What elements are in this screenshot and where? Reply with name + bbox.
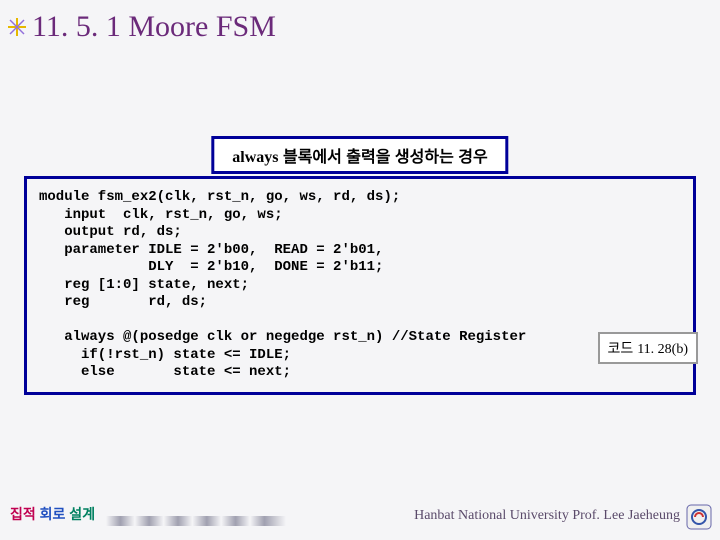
footer-seg-3: 설계: [65, 506, 95, 522]
heading-text: 11. 5. 1 Moore FSM: [32, 10, 276, 44]
footer-left-title: 집적 회로 설계: [10, 504, 95, 524]
footer-right-text: Hanbat National University Prof. Lee Jae…: [414, 508, 680, 524]
caption-keyword: always: [232, 149, 278, 166]
slide-heading: 11. 5. 1 Moore FSM: [8, 10, 276, 44]
badge-number: 11. 28(b): [637, 342, 688, 357]
university-logo-icon: [686, 504, 712, 530]
footer-gradient-bar: [106, 516, 286, 526]
footer-seg-1: 집적: [10, 506, 36, 522]
code-block: module fsm_ex2(clk, rst_n, go, ws, rd, d…: [24, 176, 696, 395]
footer-seg-2: 회로: [36, 506, 66, 522]
code-reference-badge: 코드 11. 28(b): [598, 332, 698, 364]
caption-rest: 블록에서 출력을 생성하는 경우: [279, 149, 488, 166]
badge-prefix: 코드: [608, 340, 638, 356]
heading-star-icon: [8, 18, 26, 36]
caption-box: always 블록에서 출력을 생성하는 경우: [211, 136, 508, 174]
